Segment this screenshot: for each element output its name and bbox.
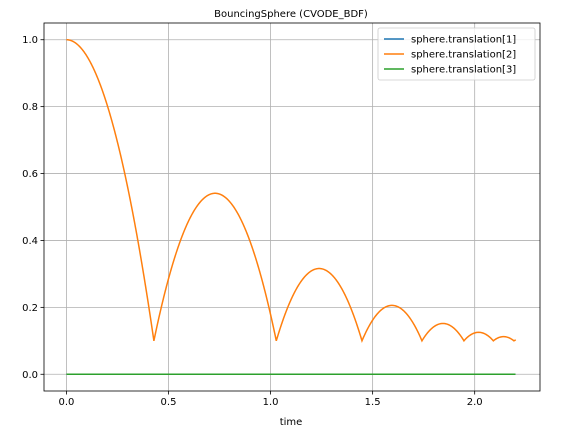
x-axis-label: time [280, 417, 303, 428]
x-tick-label: 0.5 [161, 397, 177, 408]
x-tick-label: 1.5 [365, 397, 381, 408]
legend-label-3: sphere.translation[3] [411, 65, 516, 76]
legend: sphere.translation[1] sphere.translation[… [377, 27, 536, 81]
y-tick-label: 0.4 [22, 236, 38, 247]
y-tick-label: 0.6 [22, 169, 38, 180]
plot-series [66, 38, 517, 376]
y-tick-label: 0.8 [22, 102, 38, 113]
legend-label-2: sphere.translation[2] [411, 50, 516, 61]
x-tick-label: 1.0 [263, 397, 279, 408]
legend-label-1: sphere.translation[1] [411, 35, 516, 46]
axes-frame [43, 22, 541, 392]
x-tick-label: 2.0 [467, 397, 483, 408]
y-tick-label: 0.0 [22, 370, 38, 381]
series-line-2 [66, 38, 517, 344]
chart-title: BouncingSphere (CVODE_BDF) [214, 9, 368, 20]
x-tick-label: 0.0 [58, 397, 74, 408]
y-tick-label: 1.0 [22, 35, 38, 46]
y-tick-label: 0.2 [22, 303, 38, 314]
legend-box [377, 27, 536, 81]
axis-ticks: 0.0 0.5 1.0 1.5 2.0 0.0 0.2 0.4 0.6 0.8 1.0 [22, 35, 483, 408]
